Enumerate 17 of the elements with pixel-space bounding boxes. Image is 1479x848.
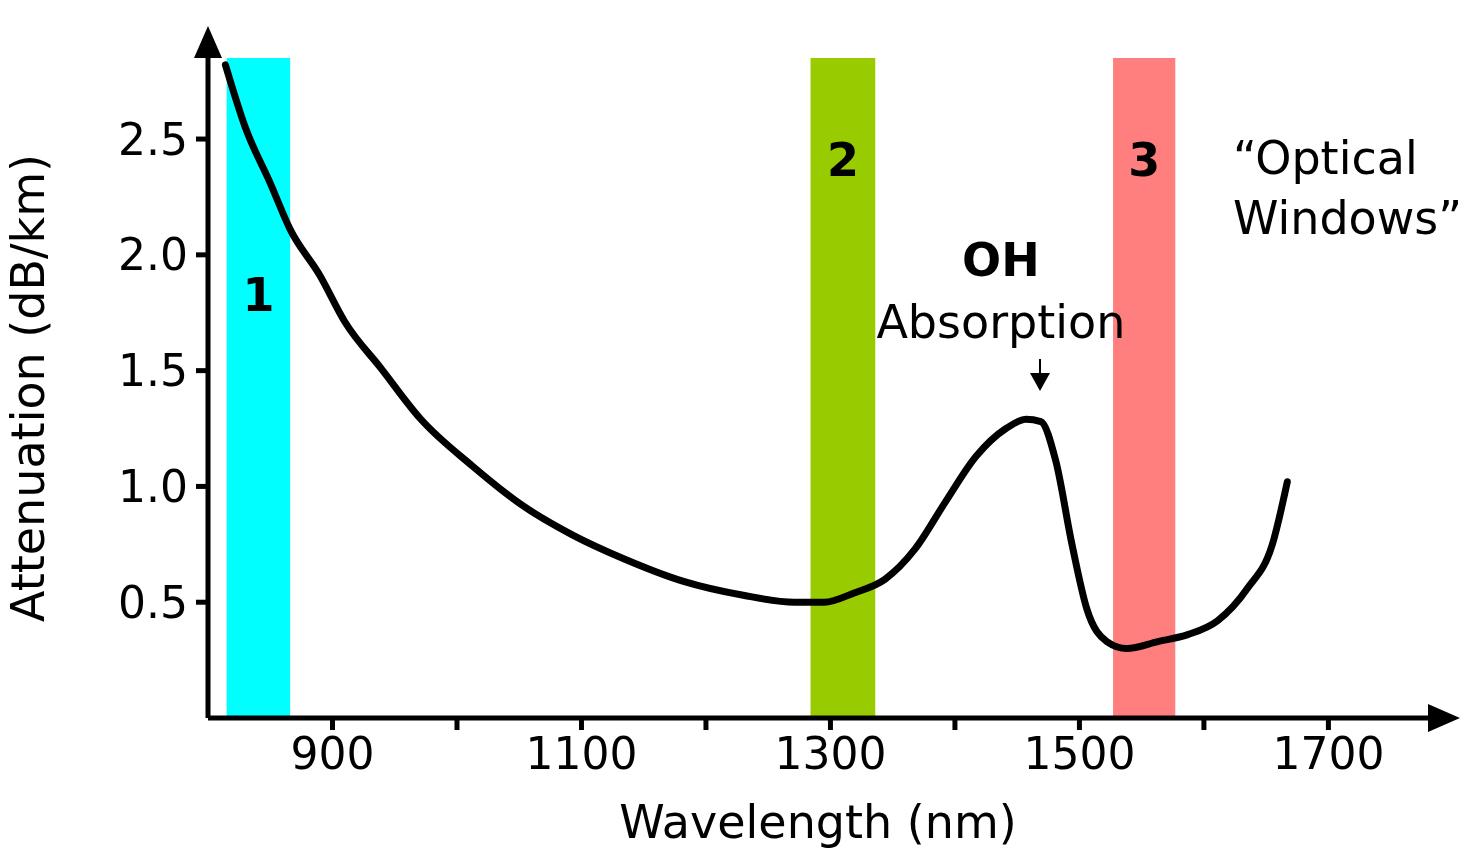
x-tick-label: 900 (290, 728, 375, 780)
x-tick-label: 1300 (774, 728, 887, 780)
band-label: 3 (1128, 132, 1161, 187)
y-tick-label: 1.5 (118, 345, 188, 397)
band-label: 2 (826, 132, 859, 187)
annotation: OH Absorption (875, 232, 1127, 352)
y-tick-label: 1.0 (118, 461, 188, 513)
y-tick-label: 0.5 (118, 576, 188, 628)
y-axis-title: Attenuation (dB/km) (1, 154, 56, 622)
annotation: “Optical Windows” (1233, 130, 1464, 247)
x-tick-label: 1100 (525, 728, 638, 780)
y-tick-label: 2.0 (118, 229, 188, 281)
x-tick-label: 1500 (1023, 728, 1136, 780)
x-axis-title: Wavelength (nm) (619, 795, 1017, 848)
band-label: 1 (242, 267, 275, 322)
x-tick-label: 1700 (1272, 728, 1385, 780)
y-tick-label: 2.5 (118, 113, 188, 165)
